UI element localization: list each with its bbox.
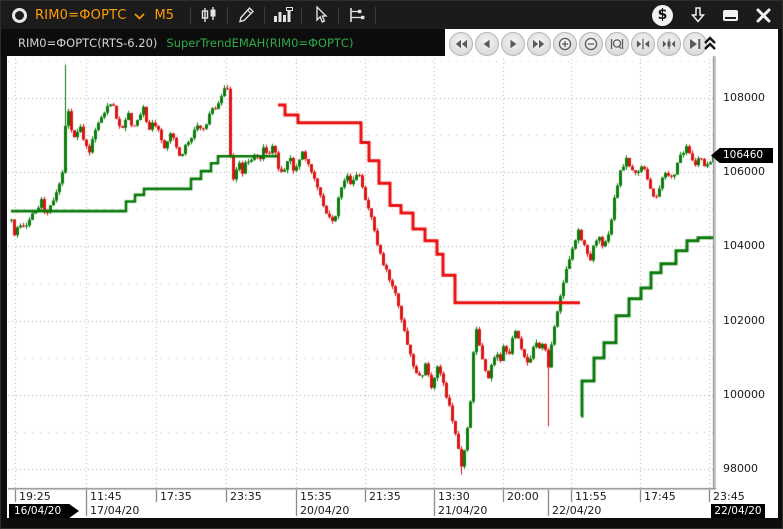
nav-zoom-out-button[interactable]: [579, 32, 603, 56]
x-axis-time-label: 11:45: [90, 490, 122, 503]
toolbar-separator: [301, 6, 303, 24]
volume-profile-icon[interactable]: [271, 5, 295, 25]
last-price-tag: 106460: [711, 148, 773, 163]
nav-scroll-left-button[interactable]: [475, 32, 499, 56]
toolbar-separator: [264, 6, 266, 24]
y-axis-price-label: 100000: [723, 388, 765, 401]
x-axis-date-label: 21/04/20: [438, 504, 488, 517]
indicator-label[interactable]: SuperTrendEMAH(RIM0=ФОРТС): [166, 35, 354, 50]
x-axis-date-label: 17/04/20: [90, 504, 140, 517]
x-axis-time-label: 20:00: [507, 490, 539, 503]
x-axis-time-label: 19:25: [19, 490, 51, 503]
nav-scroll-fast-left-button[interactable]: [449, 32, 473, 56]
toolbar-separator: [338, 6, 340, 24]
x-axis-time-label: 21:35: [369, 490, 401, 503]
draw-pencil-icon[interactable]: [234, 5, 258, 25]
x-axis-time-label: 11:55: [575, 490, 607, 503]
indicator-levels-icon[interactable]: [345, 5, 369, 25]
chevron-down-icon[interactable]: [133, 12, 145, 20]
nav-compress-candles-button[interactable]: [657, 32, 681, 56]
x-axis-time-label: 17:45: [644, 490, 676, 503]
collapse-double-chevron-up-icon[interactable]: [701, 34, 719, 52]
y-axis-price-label: 106000: [723, 165, 765, 178]
x-axis-time-label: 15:35: [300, 490, 332, 503]
y-axis-price-label: 102000: [723, 314, 765, 327]
nav-scroll-fast-right-button[interactable]: [527, 32, 551, 56]
instrument-status-icon: [12, 7, 27, 23]
download-arrow-icon[interactable]: [686, 5, 710, 25]
y-axis-price-label: 98000: [723, 462, 758, 475]
toolbar-separator: [227, 6, 229, 24]
instrument-label[interactable]: RIM0=ФОРТС(RTS-6.20): [18, 35, 158, 50]
chart-header-strip: RIM0=ФОРТС(RTS-6.20) SuperTrendEMAH(RIM0…: [7, 29, 445, 56]
y-axis-price-label: 108000: [723, 91, 765, 104]
nav-zoom-in-button[interactable]: [553, 32, 577, 56]
timeframe-button[interactable]: M5: [154, 7, 175, 23]
price-chart-canvas[interactable]: [7, 29, 778, 518]
toolbar-separator: [190, 6, 192, 24]
first-date-tag: 16/04/20: [9, 504, 79, 518]
x-axis-time-label: 23:35: [230, 490, 262, 503]
nav-compress-horizontal-button[interactable]: [631, 32, 655, 56]
x-axis-time-label: 17:35: [160, 490, 192, 503]
cursor-pointer-icon[interactable]: [308, 5, 332, 25]
title-bar: RIM0=ФОРТС M5 $: [1, 1, 782, 29]
nav-scroll-right-button[interactable]: [501, 32, 525, 56]
nav-jump-to-last-bar-button[interactable]: [683, 32, 707, 56]
window-controls: $: [652, 1, 775, 29]
x-axis-time-label: 23:45: [713, 490, 745, 503]
restore-window-button[interactable]: [723, 9, 738, 21]
dollar-icon-button[interactable]: $: [652, 4, 673, 26]
x-axis-time-label: 13:30: [438, 490, 470, 503]
chart-nav-toolbar: [449, 32, 707, 56]
chart-panel: RIM0=ФОРТС(RTS-6.20) SuperTrendEMAH(RIM0…: [7, 29, 778, 518]
candlestick-chart-icon[interactable]: [197, 5, 221, 25]
y-axis-price-label: 104000: [723, 239, 765, 252]
symbol-selector[interactable]: RIM0=ФОРТС: [35, 7, 127, 23]
last-date-tag: 22/04/20: [711, 504, 765, 518]
toolbar-separator: [375, 6, 377, 24]
x-axis-date-label: 22/04/20: [552, 504, 602, 517]
nav-zoom-reset-button[interactable]: [605, 32, 629, 56]
close-window-icon[interactable]: [751, 5, 775, 25]
x-axis-date-label: 20/04/20: [300, 504, 350, 517]
